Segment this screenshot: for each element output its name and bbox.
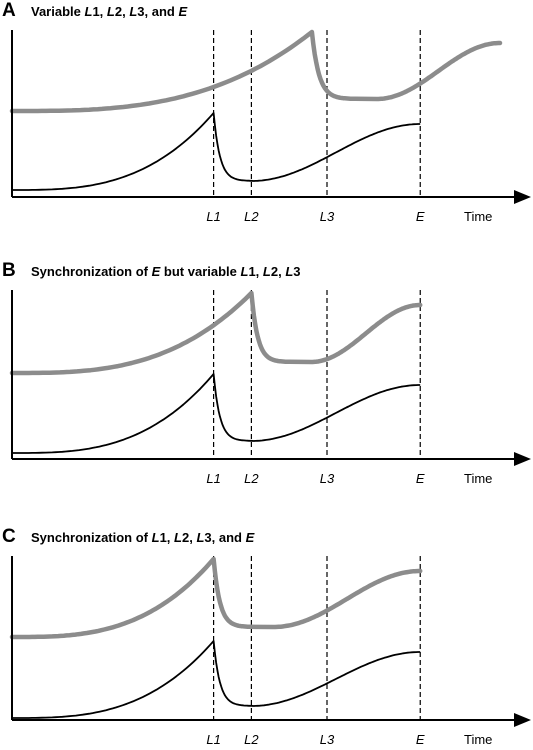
title-segment: L bbox=[240, 264, 249, 279]
title-segment: E bbox=[151, 264, 161, 279]
title-segment: L bbox=[106, 4, 115, 19]
title-segment: 1, bbox=[92, 4, 107, 19]
event-label-l2: L2 bbox=[244, 471, 259, 486]
panel-b: B Synchronization of E but variable L1, … bbox=[0, 260, 533, 510]
event-label-e: E bbox=[416, 209, 425, 224]
gray-curve bbox=[9, 29, 503, 114]
gray-curve bbox=[9, 556, 423, 640]
event-label-e: E bbox=[416, 732, 425, 747]
title-segment: 2, bbox=[114, 4, 130, 19]
title-segment: 2, bbox=[182, 530, 197, 545]
event-dashed-lines bbox=[213, 30, 421, 197]
panel-title: Synchronization of E but variable L1, L2… bbox=[31, 264, 301, 279]
panel-c: C Synchronization of L1, L2, L3, and E L… bbox=[0, 526, 533, 750]
panel-c-diagram: L1 L2 L3 E Time bbox=[9, 556, 531, 747]
event-labels: L1 L2 L3 E bbox=[206, 471, 425, 486]
title-segment: 3 bbox=[293, 264, 301, 279]
title-segment: Variable bbox=[31, 4, 85, 19]
x-axis-arrowhead bbox=[514, 452, 531, 466]
panel-a: A Variable L1, L2, L3, and E L1 L2 L3 E Tim… bbox=[0, 0, 533, 250]
title-segment: L bbox=[262, 264, 271, 279]
title-segment: but variable bbox=[160, 264, 241, 279]
title-segment: 3, and bbox=[137, 4, 179, 19]
title-segment: 1, bbox=[248, 264, 263, 279]
event-label-l1: L1 bbox=[206, 732, 220, 747]
event-label-l2: L2 bbox=[244, 209, 259, 224]
title-segment: L bbox=[84, 4, 93, 19]
event-labels: L1 L2 L3 E bbox=[206, 732, 425, 747]
event-label-l2: L2 bbox=[244, 732, 259, 747]
title-segment: 3, and bbox=[204, 530, 246, 545]
event-label-l1: L1 bbox=[206, 471, 220, 486]
axes bbox=[11, 290, 531, 466]
panel-title: Variable L1, L2, L3, and E bbox=[31, 4, 187, 19]
title-segment: Synchronization of bbox=[31, 530, 152, 545]
x-axis-arrowhead bbox=[514, 713, 531, 727]
event-label-l3: L3 bbox=[320, 732, 335, 747]
title-segment: L bbox=[285, 264, 294, 279]
black-curve bbox=[12, 640, 421, 719]
title-segment: L bbox=[174, 530, 182, 545]
event-label-l1: L1 bbox=[206, 209, 220, 224]
panel-a-diagram: L1 L2 L3 E Time bbox=[9, 29, 531, 224]
event-labels: L1 L2 L3 E bbox=[206, 209, 425, 224]
x-axis-arrowhead bbox=[514, 190, 531, 204]
title-segment: E bbox=[178, 4, 188, 19]
panel-letter: C bbox=[2, 526, 16, 547]
event-dashed-lines bbox=[213, 556, 421, 720]
panel-letter: B bbox=[2, 260, 16, 281]
title-segment: E bbox=[245, 530, 255, 545]
title-segment: Synchronization of bbox=[31, 264, 152, 279]
panel-letter: A bbox=[2, 0, 16, 21]
event-dashed-lines bbox=[213, 290, 421, 459]
title-segment: 1, bbox=[159, 530, 175, 545]
title-segment: L bbox=[196, 530, 205, 545]
panel-title: Synchronization of L1, L2, L3, and E bbox=[31, 530, 254, 545]
panel-b-diagram: L1 L2 L3 E Time bbox=[9, 290, 531, 486]
time-axis-label: Time bbox=[464, 732, 492, 747]
event-label-l3: L3 bbox=[320, 471, 335, 486]
axes bbox=[11, 30, 531, 204]
time-axis-label: Time bbox=[464, 471, 492, 486]
black-curve bbox=[12, 112, 421, 191]
time-axis-label: Time bbox=[464, 209, 492, 224]
event-label-l3: L3 bbox=[320, 209, 335, 224]
axes bbox=[11, 556, 531, 727]
event-label-e: E bbox=[416, 471, 425, 486]
black-curve bbox=[12, 373, 421, 454]
title-segment: L bbox=[151, 530, 160, 545]
title-segment: L bbox=[129, 4, 138, 19]
title-segment: 2, bbox=[270, 264, 286, 279]
gray-curve bbox=[9, 290, 423, 376]
